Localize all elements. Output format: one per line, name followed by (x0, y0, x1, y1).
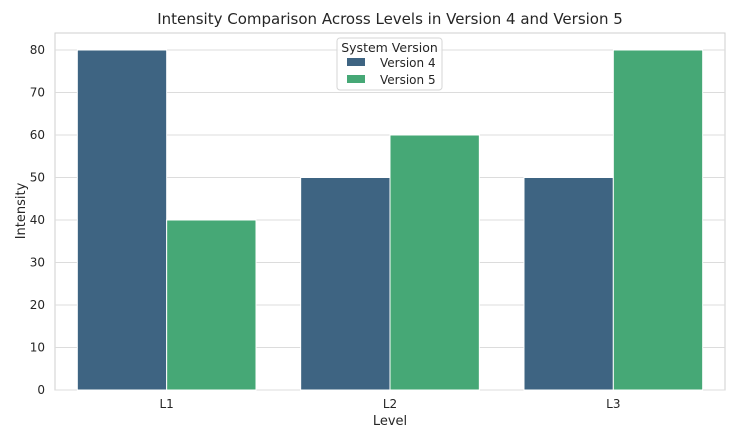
y-tick-label: 20 (30, 298, 45, 312)
x-tick-label: L2 (383, 397, 397, 411)
bar-version-4-l1 (76, 49, 168, 391)
x-axis-label: Level (373, 414, 407, 429)
bar-version-5-l1 (166, 219, 257, 391)
y-tick-label: 30 (30, 256, 45, 270)
x-tick-labels: L1 L2 L3 (160, 397, 621, 411)
legend-label-version-4: Version 4 (380, 56, 436, 70)
x-tick-label: L3 (606, 397, 620, 411)
y-tick-label: 60 (30, 128, 45, 142)
y-tick-label: 70 (30, 86, 45, 100)
bar-version-5-l2 (389, 134, 480, 391)
y-tick-labels: 0 10 20 30 40 50 60 70 80 (30, 43, 45, 397)
chart-title: Intensity Comparison Across Levels in Ve… (157, 10, 623, 28)
y-axis-label: Intensity (14, 182, 29, 239)
legend: System Version Version 4 Version 5 (336, 37, 443, 91)
legend-title: System Version (341, 40, 438, 55)
x-tick-label: L1 (160, 397, 174, 411)
legend-swatch-version-5 (347, 75, 365, 83)
bars-group (76, 49, 704, 391)
y-tick-label: 0 (37, 383, 45, 397)
legend-swatch-version-4 (347, 58, 365, 66)
bar-version-4-l3 (523, 177, 614, 391)
y-tick-label: 80 (30, 43, 45, 57)
y-tick-label: 40 (30, 213, 45, 227)
y-tick-label: 10 (30, 341, 45, 355)
bar-version-4-l2 (300, 177, 391, 391)
y-tick-label: 50 (30, 171, 45, 185)
bar-version-5-l3 (612, 49, 704, 391)
legend-label-version-5: Version 5 (380, 73, 436, 87)
